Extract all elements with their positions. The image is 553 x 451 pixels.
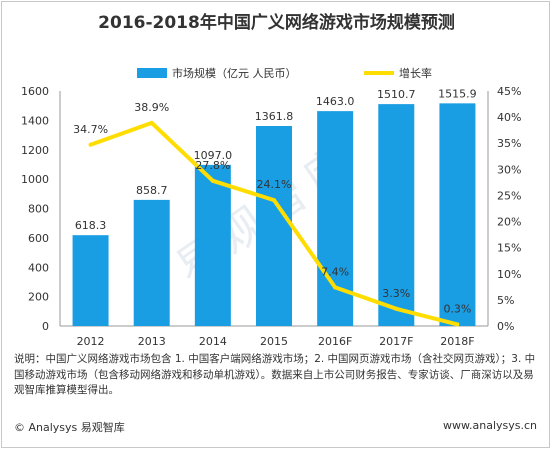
legend: 市场规模（亿元 人民币） 增长率 bbox=[137, 66, 432, 80]
y-right-tick-label: 5% bbox=[497, 294, 514, 307]
line-point bbox=[455, 322, 460, 327]
bar-value-label: 1463.0 bbox=[316, 95, 355, 108]
footer-copyright: © Analysys 易观智库 bbox=[14, 421, 125, 434]
y-right-tick-label: 10% bbox=[497, 268, 521, 281]
bar bbox=[439, 103, 476, 326]
line-value-label: 38.9% bbox=[134, 101, 169, 114]
line-point bbox=[210, 178, 215, 183]
line-value-label: 0.3% bbox=[443, 302, 471, 315]
bar-value-label: 858.7 bbox=[136, 184, 168, 197]
line-labels: 34.7% 38.9% 27.8% 24.1% 7.4% 3.3% 0.3% bbox=[73, 101, 471, 316]
y-left-tick-label: 1000 bbox=[21, 173, 49, 186]
footer-website[interactable]: www.analysys.cn bbox=[443, 419, 537, 432]
bar bbox=[194, 164, 231, 326]
y-right-tick-label: 20% bbox=[497, 216, 521, 229]
line-value-label: 7.4% bbox=[321, 265, 349, 278]
bar bbox=[256, 125, 292, 326]
growth-line bbox=[88, 120, 460, 327]
line-value-label: 3.3% bbox=[382, 287, 410, 300]
y-left-tick-label: 1400 bbox=[21, 114, 49, 127]
bar-value-label: 1515.9 bbox=[438, 87, 477, 100]
y-left-tick-label: 400 bbox=[28, 261, 49, 274]
bar bbox=[378, 104, 415, 326]
x-tick-label: 2016F bbox=[318, 335, 352, 348]
y-left-tick-labels: 0 200 400 600 800 1000 1200 1400 1600 bbox=[21, 85, 49, 333]
y-right-tick-label: 35% bbox=[497, 137, 521, 150]
line-value-label: 34.7% bbox=[73, 123, 108, 136]
line-value-label: 24.1% bbox=[257, 178, 292, 191]
x-tick-label: 2013 bbox=[138, 335, 166, 348]
y-left-tick-label: 1200 bbox=[21, 144, 49, 157]
y-right-tick-label: 30% bbox=[497, 163, 521, 176]
y-left-tick-label: 800 bbox=[28, 203, 49, 216]
chart-title: 2016-2018年中国广义网络游戏市场规模预测 bbox=[98, 13, 455, 33]
x-tick-label: 2012 bbox=[77, 335, 105, 348]
x-tick-label: 2015 bbox=[260, 335, 288, 348]
bars bbox=[72, 103, 476, 326]
x-tick-label: 2018F bbox=[440, 335, 474, 348]
x-tick-label: 2017F bbox=[379, 335, 413, 348]
legend-bar-swatch bbox=[137, 68, 167, 78]
line-point bbox=[88, 142, 93, 147]
line-point bbox=[333, 285, 338, 290]
bar-value-label: 618.3 bbox=[75, 219, 107, 232]
line-point bbox=[394, 306, 399, 311]
y-left-tick-label: 0 bbox=[42, 320, 49, 333]
y-right-tick-label: 0% bbox=[497, 320, 514, 333]
bar bbox=[72, 235, 109, 326]
y-right-tick-label: 15% bbox=[497, 242, 521, 255]
y-left-tick-label: 200 bbox=[28, 291, 49, 304]
bar-value-label: 1510.7 bbox=[377, 88, 416, 101]
line-point bbox=[272, 198, 276, 203]
y-left-tick-label: 1600 bbox=[21, 85, 49, 98]
bar bbox=[133, 199, 170, 326]
legend-bar-label: 市场规模（亿元 人民币） bbox=[172, 66, 297, 80]
y-right-tick-label: 25% bbox=[497, 189, 521, 202]
bar-labels: 618.3 858.7 1097.0 1361.8 1463.0 1510.7 1515.9 bbox=[75, 87, 477, 232]
y-right-tick-label: 40% bbox=[497, 111, 521, 124]
y-right-tick-labels: 0% 5% 10% 15% 20% 25% 30% 35% 40% 45% bbox=[497, 85, 521, 333]
x-tick-labels: 2012 2013 2014 2015 2016F 2017F 2018F bbox=[77, 335, 475, 348]
legend-line-label: 增长率 bbox=[399, 66, 432, 80]
line-point bbox=[149, 120, 154, 125]
line-value-label: 27.8% bbox=[195, 159, 230, 172]
y-right-tick-label: 45% bbox=[497, 85, 521, 98]
bar-value-label: 1361.8 bbox=[255, 110, 294, 123]
chart-note: 说明：中国广义网络游戏市场包含 1. 中国客户端网络游戏市场；2. 中国网页游戏… bbox=[14, 353, 536, 396]
y-left-tick-label: 600 bbox=[28, 232, 49, 245]
bar-value-label: 1097.0 bbox=[194, 149, 233, 162]
x-tick-label: 2014 bbox=[199, 335, 227, 348]
